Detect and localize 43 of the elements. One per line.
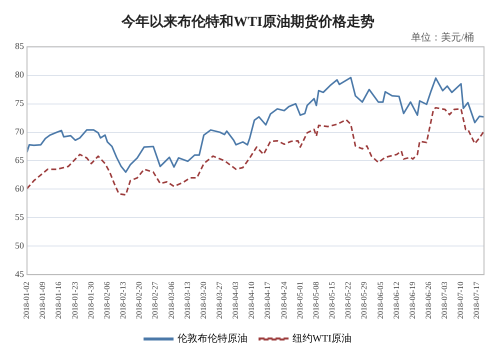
x-tick-label: 2018-05-29	[360, 282, 369, 319]
x-tick-label: 2018-04-10	[247, 282, 256, 319]
y-tick-label: 85	[15, 41, 24, 52]
legend-label: 纽约WTI原油	[292, 332, 352, 345]
x-tick-label: 2018-01-02	[22, 282, 32, 319]
y-tick-label: 55	[15, 212, 24, 222]
x-tick-label: 2018-04-24	[279, 282, 288, 319]
x-tick-label: 2018-05-08	[311, 282, 320, 319]
x-tick-label: 2018-05-15	[328, 282, 337, 319]
y-tick-label: 75	[15, 98, 24, 108]
x-tick-label: 2018-07-10	[456, 282, 466, 319]
x-tick-label: 2018-06-05	[376, 282, 385, 319]
x-tick-label: 2018-07-17	[472, 282, 482, 319]
x-tick-label: 2018-01-16	[54, 282, 64, 319]
x-tick-label: 2018-02-06	[102, 282, 112, 319]
x-tick-label: 2018-06-12	[392, 282, 401, 319]
x-tick-label: 2018-05-22	[344, 282, 353, 319]
y-tick-label: 50	[15, 240, 24, 251]
x-tick-label: 2018-02-13	[118, 282, 128, 319]
x-tick-label: 2018-04-17	[263, 282, 272, 319]
y-tick-label: 80	[15, 70, 24, 80]
x-tick-label: 2018-06-19	[408, 282, 417, 319]
x-tick-label: 2018-03-13	[182, 282, 192, 319]
x-tick-label: 2018-02-27	[150, 282, 160, 319]
text: 单位：美元/桶	[411, 31, 474, 44]
legend-label: 伦敦布伦特原油	[178, 332, 248, 345]
x-tick-label: 2018-03-06	[166, 282, 176, 319]
chart-title: 今年以来布伦特和WTI原油期货价格走势	[120, 14, 374, 30]
y-tick-label: 70	[15, 126, 24, 137]
x-tick-label: 2018-05-01	[295, 282, 304, 319]
y-tick-label: 65	[15, 155, 24, 166]
line-series	[27, 106, 484, 196]
x-tick-label: 2018-06-26	[424, 282, 433, 319]
x-tick-label: 2018-01-09	[38, 282, 48, 319]
y-tick-label: 60	[15, 184, 24, 194]
x-tick-label: 2018-02-20	[134, 282, 144, 319]
x-tick-label: 2018-01-30	[86, 282, 96, 319]
x-tick-label: 2018-04-03	[231, 282, 240, 319]
x-tick-label: 2018-03-27	[215, 282, 224, 319]
x-tick-label: 2018-01-23	[70, 282, 80, 319]
x-tick-label: 2018-07-03	[440, 282, 450, 319]
x-tick-label: 2018-03-20	[198, 282, 208, 319]
y-tick-label: 45	[15, 269, 24, 280]
